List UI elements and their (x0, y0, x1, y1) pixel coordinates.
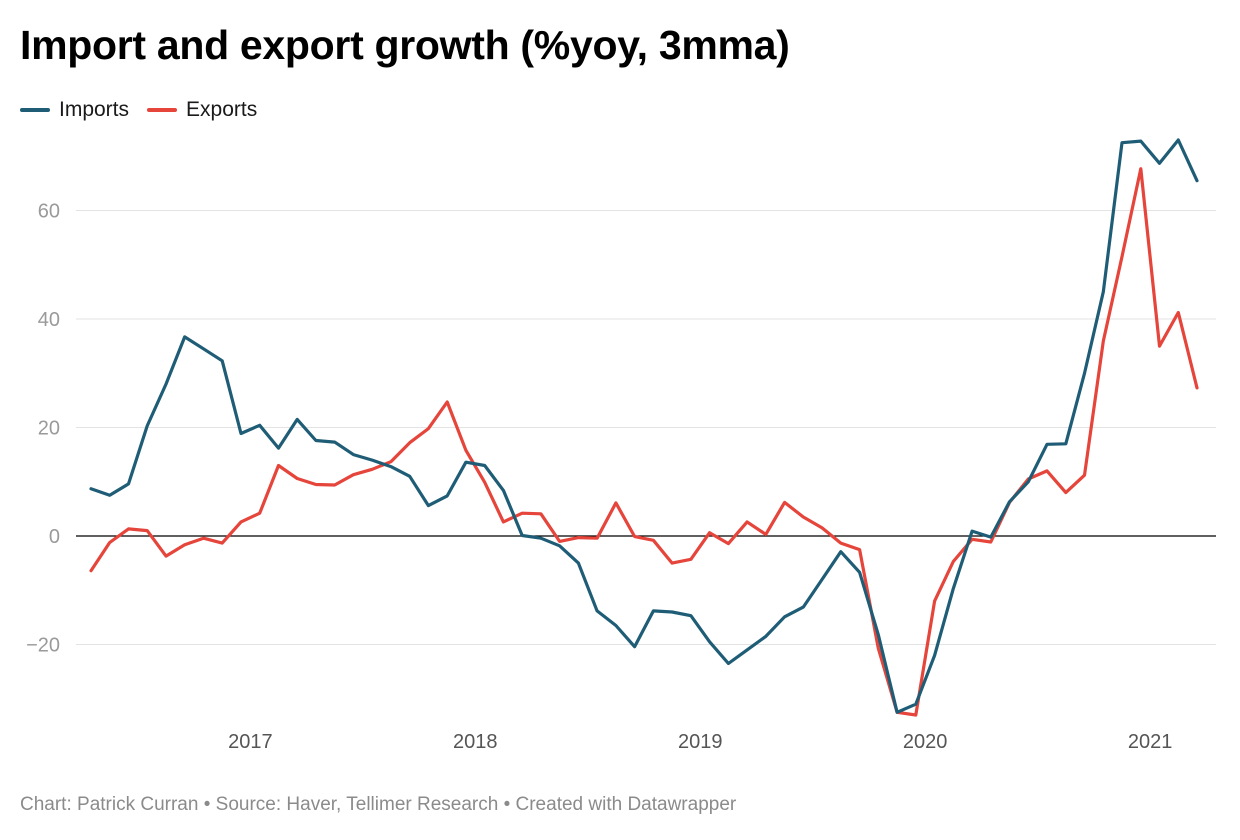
y-tick-label: 60 (38, 201, 60, 223)
x-tick-label: 2020 (903, 731, 948, 753)
x-tick-label: 2021 (1128, 731, 1173, 753)
y-tick-label: −20 (26, 635, 60, 657)
legend-swatch-exports (147, 108, 178, 112)
axis-labels: −20 0 20 40 60 2017 2018 2019 2020 2021 (26, 201, 1172, 754)
legend-swatch-imports (20, 108, 50, 112)
chart-footer: Chart: Patrick Curran • Source: Haver, T… (20, 794, 737, 815)
y-tick-label: 0 (49, 526, 60, 548)
legend-item-exports: Exports (147, 98, 257, 122)
legend-item-imports: Imports (20, 98, 129, 122)
legend-label-imports: Imports (59, 98, 130, 121)
x-tick-label: 2019 (678, 731, 723, 753)
x-tick-label: 2018 (453, 731, 498, 753)
y-tick-label: 20 (38, 418, 60, 440)
x-tick-label: 2017 (228, 731, 273, 753)
series-line-imports (89, 138, 1199, 714)
data-series (89, 138, 1199, 717)
legend-label-exports: Exports (186, 98, 258, 121)
gridlines (76, 210, 1216, 645)
y-tick-label: 40 (38, 309, 60, 331)
chart-title: Import and export growth (%yoy, 3mma) (20, 22, 790, 68)
chart-legend: Imports Exports (20, 98, 275, 122)
series-line-exports (89, 167, 1199, 717)
